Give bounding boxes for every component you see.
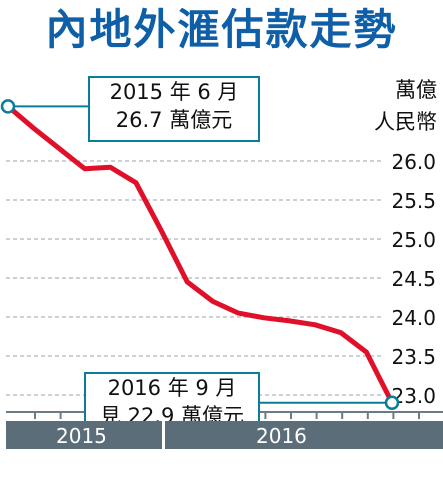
unit-label-line1: 萬億 (395, 78, 437, 102)
y-tick-label: 24.0 (391, 306, 436, 330)
x-group-label-2015: 2015 (56, 424, 107, 448)
unit-label-line2: 人民幣 (374, 110, 437, 134)
y-tick-label: 26.0 (391, 150, 436, 174)
y-tick-label: 23.5 (391, 345, 436, 369)
year-divider (162, 421, 165, 449)
start-point-marker (0, 99, 16, 114)
y-tick-label: 24.5 (391, 267, 436, 291)
y-tick-label: 25.0 (391, 228, 436, 252)
annotation-start-line2: 26.7 萬億元 (115, 108, 233, 132)
x-axis-band (6, 421, 443, 449)
y-tick-label: 25.5 (391, 189, 436, 213)
end-point-marker (384, 395, 400, 411)
series-line (5, 103, 395, 406)
x-group-label-2016: 2016 (256, 424, 307, 448)
annotation-start: 2015 年 6 月 26.7 萬億元 (88, 76, 260, 142)
annotation-start-line1: 2015 年 6 月 (109, 80, 239, 104)
chart-title: 內地外滙估款走勢 (45, 5, 398, 54)
annotation-end-line1: 2016 年 9 月 (107, 376, 237, 400)
